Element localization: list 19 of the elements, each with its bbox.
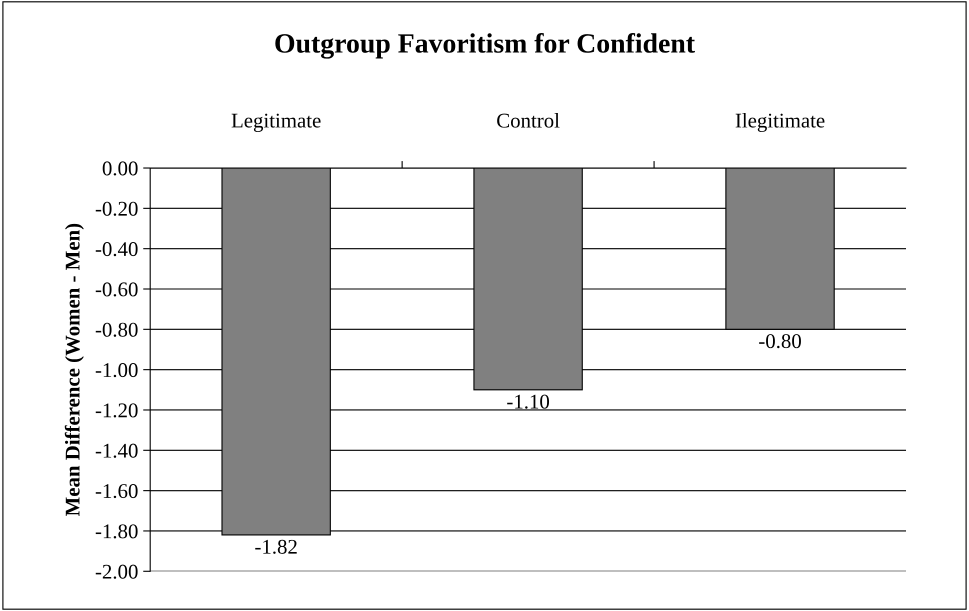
y-tick-label: -2.00 (96, 564, 138, 579)
y-tick-label: -1.60 (96, 484, 138, 498)
chart-title: Outgroup Favoritism for Confident (275, 32, 695, 59)
x-tick-label: Control (497, 113, 560, 128)
y-tick-label: -0.80 (96, 322, 138, 337)
data-label: -0.80 (759, 334, 801, 348)
x-tick-label: Legitimate (232, 114, 321, 132)
y-tick-label: -1.80 (96, 524, 138, 538)
y-tick-label: -1.40 (96, 444, 138, 458)
y-tick-label: -0.60 (96, 282, 138, 297)
data-label: -1.10 (507, 394, 550, 409)
y-axis-title: Mean Difference (Women - Men) (64, 224, 84, 516)
y-tick-label: -0.40 (96, 242, 138, 256)
y-tick-label: -1.00 (96, 363, 138, 378)
x-tick-label: Ilegitimate (736, 112, 824, 132)
y-tick-label: 0.00 (102, 161, 138, 176)
data-label: -1.82 (255, 540, 297, 554)
y-tick-label: -1.20 (96, 403, 138, 418)
y-tick-label: -0.20 (96, 202, 138, 216)
